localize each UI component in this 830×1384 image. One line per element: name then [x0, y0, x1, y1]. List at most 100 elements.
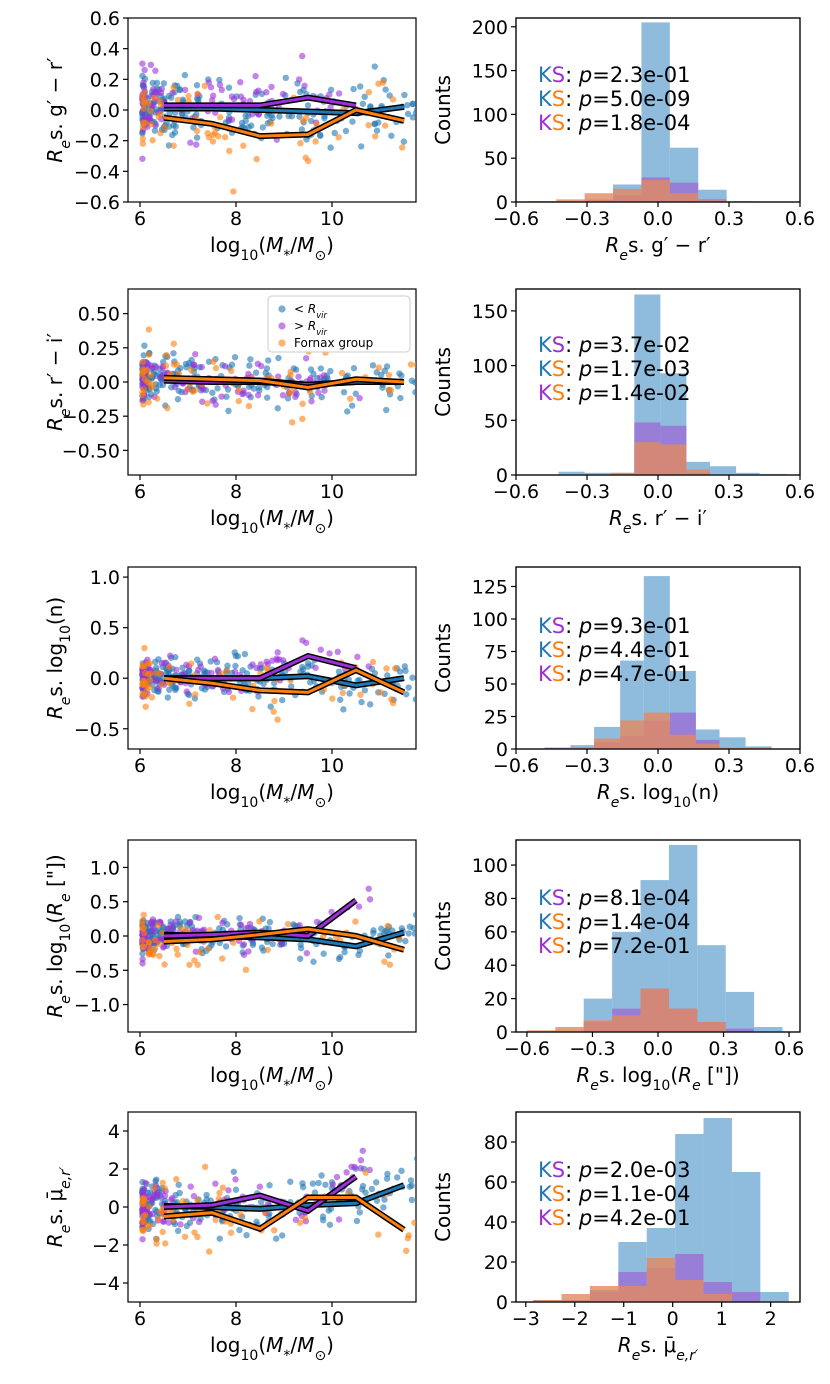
scatter-point	[199, 398, 206, 405]
scatter-point	[153, 363, 160, 371]
scatter-point	[340, 706, 347, 713]
x-tick-label: 10	[320, 1038, 344, 1060]
scatter-point	[218, 86, 225, 94]
scatter-point	[242, 112, 249, 120]
scatter-point	[156, 670, 164, 677]
scatter-point	[257, 1198, 265, 1206]
scatter-point	[355, 903, 363, 910]
hist-bar-fornax	[613, 188, 642, 202]
re-scatter-panel: 6 8 10 −1.0 −0.5 0.0 0.5 1.0 log10​(M*​/M⊙​) Re​s…	[43, 839, 417, 1094]
hist-bar-fornax	[660, 444, 687, 475]
scatter-point	[411, 1219, 416, 1226]
scatter-point	[139, 369, 146, 376]
scatter-point	[245, 391, 252, 399]
scatter-point	[310, 958, 317, 965]
scatter-point	[223, 393, 230, 400]
scatter-point	[171, 383, 179, 391]
scatter-point	[411, 930, 416, 937]
scatter-point	[170, 84, 177, 91]
scatter-point	[404, 110, 412, 118]
hist-bar-inside	[584, 472, 611, 475]
scatter-point	[274, 716, 281, 723]
scatter-point	[296, 955, 304, 962]
scatter-point	[149, 137, 156, 144]
scatter-point	[140, 1195, 147, 1202]
y-tick-label: 80	[484, 888, 508, 910]
scatter-point	[236, 1226, 243, 1234]
scatter-point	[153, 1240, 160, 1247]
scatter-point	[414, 373, 416, 379]
median-line-fornax	[163, 1196, 405, 1232]
scatter-point	[184, 386, 191, 393]
scatter-point	[140, 677, 148, 685]
hist-bar-inside	[710, 466, 737, 475]
scatter-point	[402, 1247, 410, 1255]
scatter-point	[209, 389, 216, 396]
scatter-point	[158, 85, 166, 93]
y-axis-label: Counts	[431, 75, 455, 145]
scatter-point	[141, 66, 148, 74]
y-tick-label: 200	[472, 17, 508, 39]
scatter-point	[284, 395, 292, 402]
x-tick-label: 0.0	[643, 755, 673, 777]
scatter-point	[388, 696, 395, 703]
plot-frame-top	[515, 839, 801, 1033]
scatter-point	[253, 1218, 260, 1225]
scatter-point	[329, 1181, 337, 1188]
scatter-point	[183, 1222, 191, 1230]
scatter-point	[272, 1235, 280, 1242]
x-tick-label: −3	[512, 1308, 540, 1330]
scatter-point	[176, 1189, 183, 1197]
scatter-point	[409, 100, 416, 108]
x-axis-label: log10​(M*​/M⊙​)	[210, 506, 334, 537]
scatter-point	[140, 911, 147, 919]
y-tick-label: 0.0	[90, 100, 120, 122]
scatter-point	[366, 701, 374, 708]
scatter-point	[140, 352, 147, 359]
scatter-point	[198, 363, 205, 371]
scatter-point	[169, 925, 176, 932]
scatter-point	[156, 374, 164, 382]
scatter-point	[232, 1176, 239, 1183]
scatter-point	[365, 122, 372, 129]
scatter-point	[412, 911, 416, 919]
hist-bar-fornax	[646, 1258, 676, 1302]
scatter-point	[333, 1173, 341, 1181]
scatter-point	[149, 928, 156, 935]
scatter-point	[379, 79, 387, 86]
scatter-point	[193, 134, 201, 141]
scatter-point	[150, 101, 157, 109]
scatter-point	[214, 913, 221, 921]
scatter-point	[153, 79, 161, 87]
scatter-point	[200, 386, 207, 393]
scatter-point	[350, 365, 358, 372]
scatter-point	[369, 658, 377, 666]
scatter-point	[396, 668, 404, 675]
y-tick-label: −0.6	[74, 192, 120, 214]
scatter-point	[142, 703, 149, 710]
scatter-point	[402, 667, 409, 675]
scatter-point	[342, 127, 350, 135]
x-tick-label: 8	[230, 208, 242, 230]
scatter-point	[271, 697, 278, 705]
scatter-point	[408, 377, 416, 384]
scatter-point	[320, 372, 328, 379]
scatter-point	[279, 90, 287, 98]
x-tick-label: 0.3	[708, 1038, 738, 1060]
x-tick-label: 0.3	[714, 481, 744, 503]
scatter-point	[195, 96, 202, 103]
scatter-point	[153, 1176, 160, 1183]
y-tick-label: 2	[108, 1159, 120, 1181]
y-tick-label: 0	[496, 1292, 508, 1314]
ks-annotation: KS: p=1.8e-04	[538, 111, 690, 135]
hist-bar-fornax	[561, 1294, 590, 1302]
scatter-point	[398, 372, 405, 379]
scatter-point	[157, 101, 165, 109]
y-tick-label: 0.0	[90, 668, 120, 690]
scatter-point	[295, 373, 302, 380]
y-tick-label: −0.4	[74, 161, 120, 183]
y-tick-label: −0.2	[74, 131, 120, 153]
scatter-point	[146, 1222, 153, 1229]
scatter-point	[413, 1155, 416, 1162]
